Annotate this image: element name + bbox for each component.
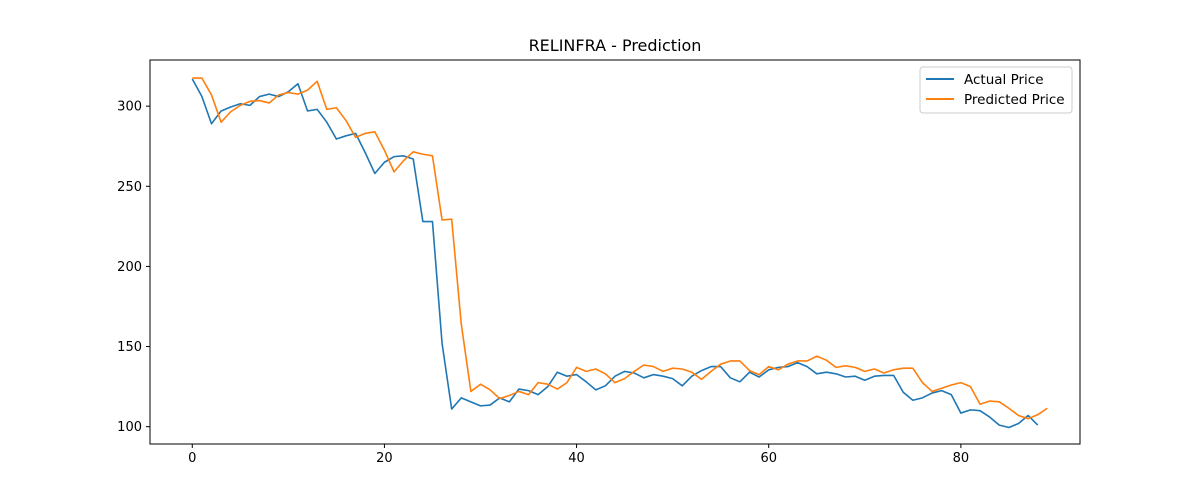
x-tick-label: 40	[568, 451, 585, 466]
legend-label-predicted: Predicted Price	[964, 92, 1065, 108]
y-tick-label: 150	[117, 340, 142, 355]
y-tick-label: 300	[117, 100, 142, 115]
x-tick-label: 80	[953, 451, 970, 466]
legend-label-actual: Actual Price	[964, 72, 1044, 88]
axes-layer: 0 20 40 60 80 100 150 200 250 300	[117, 59, 1081, 466]
x-tick-label: 0	[188, 451, 196, 466]
series-line-actual	[191, 78, 1039, 429]
x-tick-label: 20	[376, 451, 393, 466]
x-tick-label: 60	[760, 451, 777, 466]
y-tick-label: 200	[117, 260, 142, 275]
series-line-predicted	[192, 77, 1048, 420]
chart-title: RELINFRA - Prediction	[529, 36, 702, 55]
y-tick-label: 100	[117, 420, 142, 435]
legend-box	[919, 66, 1073, 114]
y-tick-label: 250	[117, 180, 142, 195]
series-layer	[191, 77, 1048, 429]
legend: Actual Price Predicted Price	[919, 66, 1073, 114]
plot-frame	[149, 59, 1081, 445]
